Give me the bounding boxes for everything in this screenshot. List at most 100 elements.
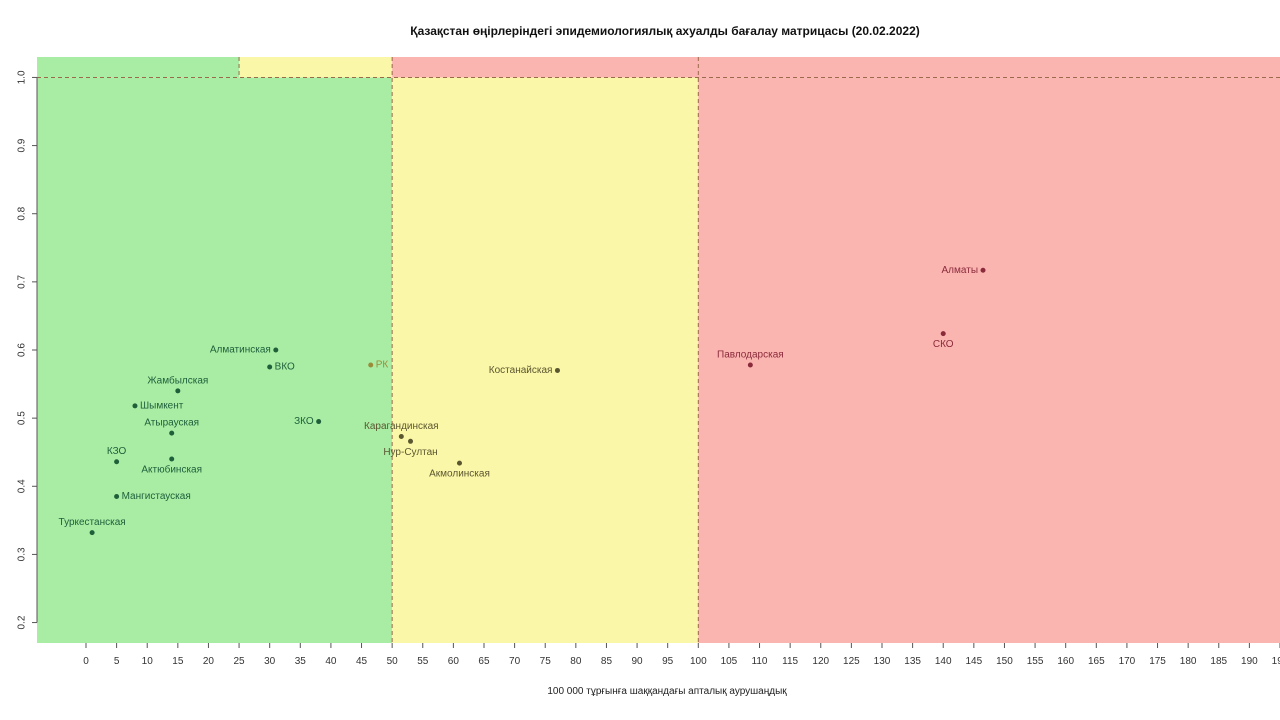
x-tick-label: 105 [721, 656, 738, 667]
x-tick-label: 80 [570, 656, 582, 667]
x-tick-label: 130 [874, 656, 891, 667]
y-tick-label: 0.4 [17, 479, 28, 493]
point-marker [316, 419, 322, 425]
point-СКО: СКО [933, 331, 954, 350]
point-marker [456, 460, 462, 466]
x-axis-label: 100 000 тұрғынға шаққандағы апталық ауру… [547, 686, 787, 697]
point-Алматы: Алматы [942, 265, 986, 276]
y-tick-label: 0.3 [17, 547, 28, 561]
x-tick-label: 35 [295, 656, 307, 667]
zone-4 [239, 57, 393, 78]
x-tick-label: 135 [904, 656, 921, 667]
zone-5 [392, 57, 1280, 78]
point-Нур-Султан: Нур-Султан [383, 438, 438, 458]
x-tick-label: 25 [234, 656, 246, 667]
x-axis: 0 5 10 15 20 25 30 35 40 45 50 55 60 65 70 75 80 85 90 95 10… [83, 643, 1280, 667]
point-Мангистауская: Мангистауская [114, 491, 191, 502]
y-tick-label: 0.2 [17, 615, 28, 629]
point-Акмолинская: Акмолинская [429, 460, 490, 480]
point-Актюбинская: Актюбинская [141, 456, 202, 476]
point-label: Туркестанская [59, 517, 126, 528]
point-label: Карагандинская [364, 421, 439, 432]
x-tick-label: 95 [662, 656, 674, 667]
point-РК: РК [368, 359, 388, 370]
reference-lines [37, 57, 1280, 643]
point-Алматинская: Алматинская [210, 345, 279, 356]
point-label: Костанайская [489, 365, 553, 376]
point-Павлодарская: Павлодарская [717, 349, 784, 368]
point-marker [554, 367, 560, 373]
x-tick-label: 155 [1027, 656, 1044, 667]
point-marker [169, 430, 175, 436]
point-marker [267, 364, 273, 370]
zone-0 [37, 77, 393, 643]
zone-3 [37, 57, 240, 78]
point-label: Актюбинская [141, 464, 202, 476]
zone-2 [698, 77, 1280, 643]
point-ЗКО: ЗКО [294, 416, 322, 427]
point-Атырауская: Атырауская [144, 418, 199, 436]
point-marker [114, 459, 120, 465]
x-tick-label: 5 [114, 656, 120, 667]
x-tick-label: 90 [632, 656, 644, 667]
x-tick-label: 65 [478, 656, 490, 667]
x-tick-label: 50 [387, 656, 399, 667]
x-tick-label: 55 [417, 656, 429, 667]
x-tick-label: 175 [1149, 656, 1166, 667]
x-tick-label: 40 [325, 656, 337, 667]
point-label: Нур-Султан [383, 447, 437, 458]
x-tick-label: 100 [690, 656, 707, 667]
x-tick-label: 185 [1210, 656, 1227, 667]
y-tick-label: 0.7 [17, 274, 28, 288]
x-tick-label: 115 [782, 656, 798, 667]
x-tick-label: 15 [172, 656, 184, 667]
point-marker [940, 331, 946, 337]
x-tick-label: 165 [1088, 656, 1105, 667]
point-marker [132, 403, 138, 409]
point-Костанайская: Костанайская [489, 365, 560, 376]
point-label: Шымкент [140, 400, 184, 411]
point-marker [398, 434, 404, 440]
data-points: Туркестанская Мангистауская КЗО Актюбинская… [59, 265, 986, 536]
x-tick-label: 20 [203, 656, 215, 667]
y-tick-label: 0.5 [17, 411, 28, 425]
point-marker [408, 438, 414, 444]
point-marker [175, 388, 181, 394]
x-tick-label: 145 [965, 656, 982, 667]
x-tick-label: 75 [540, 656, 552, 667]
point-Карагандинская: Карагандинская [364, 421, 439, 440]
point-marker [273, 347, 279, 353]
x-tick-label: 170 [1119, 656, 1136, 667]
x-tick-label: 195 [1272, 656, 1280, 667]
point-label: РК [376, 359, 389, 370]
point-Жамбылская: Жамбылская [147, 374, 208, 394]
point-marker [747, 362, 753, 368]
x-tick-label: 70 [509, 656, 521, 667]
risk-zones [37, 57, 1280, 643]
point-label: КЗО [107, 446, 127, 457]
x-tick-label: 190 [1241, 656, 1258, 667]
x-tick-label: 110 [752, 656, 768, 667]
y-tick-label: 1.0 [17, 70, 28, 84]
y-axis: 0.2 0.3 0.4 0.5 0.6 0.7 0.8 0.9 1.0 [17, 70, 38, 630]
x-tick-label: 85 [601, 656, 613, 667]
x-tick-label: 0 [83, 656, 89, 667]
chart-title: Қазақстан өңірлеріндегі эпидемиологиялық… [410, 24, 920, 38]
x-tick-label: 180 [1180, 656, 1197, 667]
x-tick-label: 60 [448, 656, 460, 667]
point-label: Акмолинская [429, 469, 490, 480]
point-ВКО: ВКО [267, 362, 295, 373]
point-marker [169, 456, 175, 462]
point-marker [368, 362, 374, 368]
y-tick-label: 0.8 [17, 206, 28, 220]
point-label: Алматы [942, 265, 979, 276]
point-marker [980, 267, 986, 273]
x-tick-label: 160 [1057, 656, 1074, 667]
x-tick-label: 140 [935, 656, 952, 667]
x-tick-label: 125 [843, 656, 860, 667]
point-label: Мангистауская [122, 491, 191, 502]
x-tick-label: 30 [264, 656, 276, 667]
zone-1 [392, 77, 699, 643]
point-marker [114, 494, 120, 499]
